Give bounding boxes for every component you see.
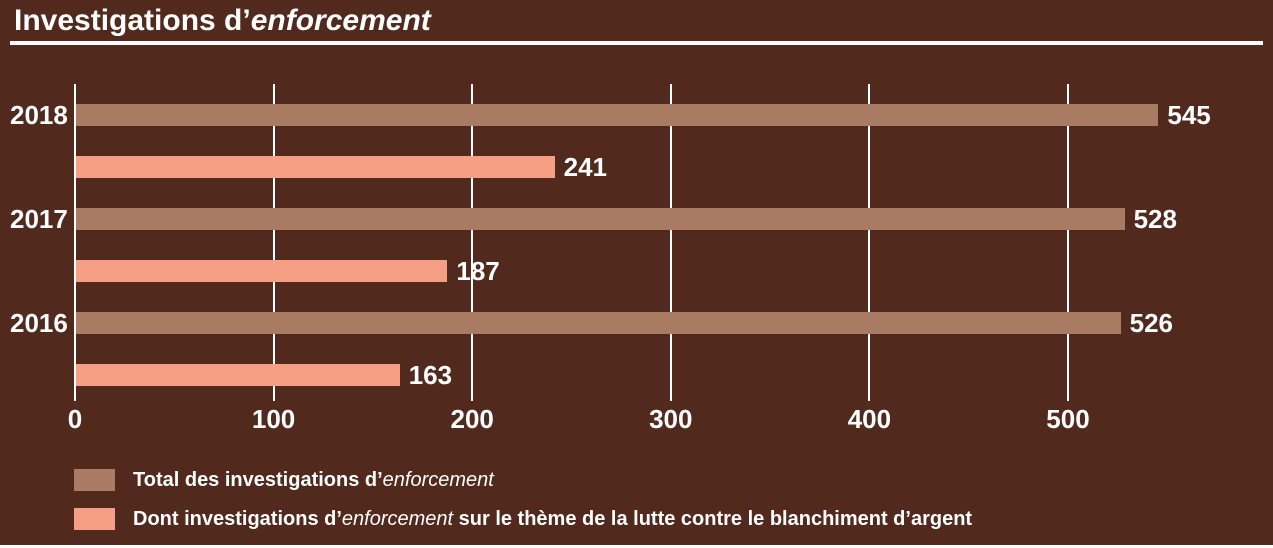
year-label: 2016	[10, 307, 68, 338]
aml-bar-value-label: 163	[408, 359, 453, 390]
legend-label-total-italic: enforcement	[382, 468, 494, 491]
x-axis-tick-label: 400	[847, 404, 892, 434]
x-axis-tick-label: 300	[649, 404, 693, 434]
legend-label-total-prefix: Total des investigations d’	[133, 468, 383, 491]
total-bar	[76, 208, 1125, 230]
total-bar-value-label: 528	[1133, 203, 1177, 234]
x-axis-tick-label: 200	[450, 404, 494, 434]
chart-title-italic-text: enforcement	[250, 4, 431, 37]
gridline	[1067, 84, 1069, 401]
chart-title-text: Investigations d’	[14, 4, 251, 37]
legend-label-aml-suffix: sur le thème de la lutte contre le blanc…	[453, 507, 973, 530]
aml-bar-value-label: 187	[456, 255, 500, 286]
aml-bar	[76, 156, 555, 178]
aml-bar	[76, 260, 448, 282]
year-label: 2017	[10, 203, 68, 234]
year-label: 2018	[10, 99, 68, 130]
total-bar	[76, 312, 1121, 334]
gridline	[471, 84, 474, 401]
aml-bar	[76, 364, 400, 386]
legend-label-aml: Dont investigations d’ enforcement sur le…	[133, 508, 972, 530]
legend-item-total: Total des investigations d’ enforcement	[0, 469, 1273, 491]
legend-label-aml-prefix: Dont investigations d’	[133, 507, 342, 530]
aml-bar-value-label: 241	[563, 151, 608, 182]
legend-label-total: Total des investigations d’ enforcement	[133, 469, 494, 491]
total-bar-value-label: 545	[1167, 99, 1211, 130]
chart-title: Investigations d’enforcement	[14, 4, 431, 38]
x-axis-tick-label: 0	[67, 404, 83, 434]
legend-label-aml-italic: enforcement	[341, 507, 454, 530]
bottom-border	[0, 545, 1273, 548]
legend-item-aml: Dont investigations d’ enforcement sur le…	[0, 508, 1273, 530]
title-divider	[10, 41, 1263, 45]
total-bar-value-label: 526	[1129, 307, 1174, 338]
gridline	[669, 84, 672, 401]
legend-swatch-aml	[74, 508, 115, 530]
gridline	[868, 84, 871, 401]
gridline	[272, 84, 275, 401]
legend-swatch-total	[74, 469, 115, 491]
gridline	[74, 84, 76, 401]
x-axis-tick-label: 100	[251, 404, 296, 434]
total-bar	[76, 104, 1159, 126]
x-axis-tick-label: 500	[1046, 404, 1090, 434]
